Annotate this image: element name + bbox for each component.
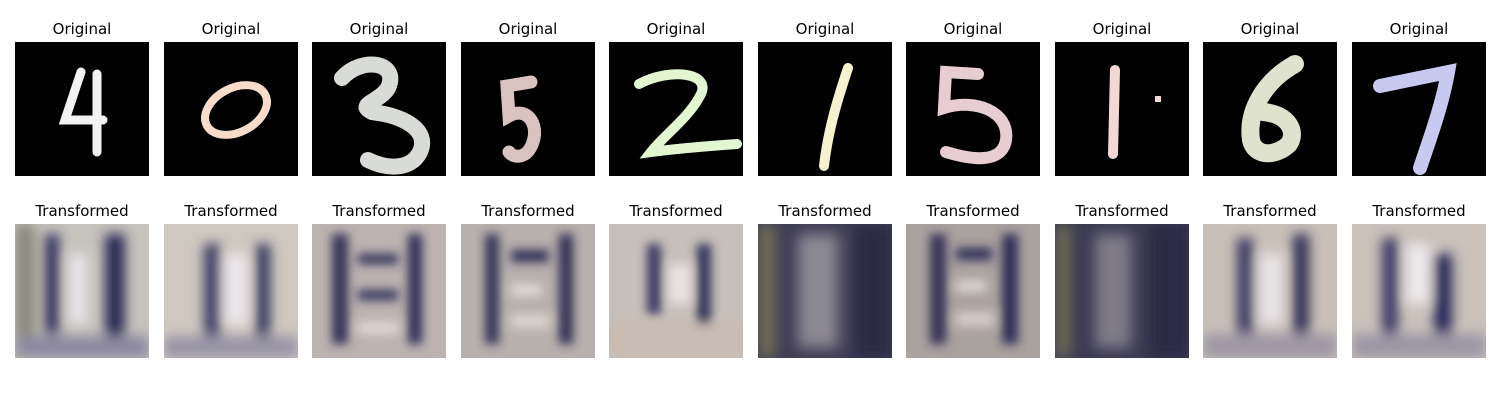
digit-5-image: [500, 75, 541, 163]
digit-image: [164, 42, 298, 176]
transformed-image: [758, 224, 892, 358]
panel-title: Original: [498, 20, 558, 38]
panel-title: Transformed: [1372, 202, 1466, 220]
panel-title: Transformed: [778, 202, 872, 220]
blurred-digit-image: [1352, 224, 1486, 358]
panel-title: Original: [1240, 20, 1300, 38]
panel-title: Transformed: [1223, 202, 1317, 220]
digit-image: [461, 42, 595, 176]
transformed-image: [1352, 224, 1486, 358]
panel-title: Original: [349, 20, 409, 38]
transformed-image: [164, 224, 298, 358]
blurred-digit-image: [1203, 224, 1337, 358]
blurred-digit-image: [906, 224, 1040, 358]
digit-image: [1203, 42, 1337, 176]
panel-title: Transformed: [184, 202, 278, 220]
blurred-digit-image: [312, 224, 446, 358]
transformed-image: [1203, 224, 1337, 358]
digit-0-image: [201, 81, 271, 139]
digit-image: [15, 42, 149, 176]
panel-title: Transformed: [332, 202, 426, 220]
digit-5-image: [937, 65, 1013, 165]
transformed-image: [609, 224, 743, 358]
digit-3-image: [334, 56, 430, 175]
digit-6-image: [1241, 55, 1304, 163]
panel-title: Original: [795, 20, 855, 38]
digit-1-image: [1108, 65, 1161, 159]
panel-title: Transformed: [629, 202, 723, 220]
panel-title: Transformed: [926, 202, 1020, 220]
transformed-image: [312, 224, 446, 358]
digit-image: [758, 42, 892, 176]
digit-image: [1352, 42, 1486, 176]
digit-image: [609, 42, 743, 176]
transformed-image: [906, 224, 1040, 358]
transformed-image: [461, 224, 595, 358]
digit-image: [1055, 42, 1189, 176]
panel-title: Original: [201, 20, 261, 38]
panel-title: Transformed: [1075, 202, 1169, 220]
digit-4-image: [58, 67, 108, 157]
blurred-digit-image: [758, 224, 892, 358]
transformed-image: [15, 224, 149, 358]
digit-image: [312, 42, 446, 176]
digit-7-image: [1373, 63, 1457, 175]
blurred-digit-image: [164, 224, 298, 358]
blurred-digit-image: [1055, 224, 1189, 358]
digit-1-image: [819, 63, 853, 171]
panel-title: Transformed: [481, 202, 575, 220]
panel-title: Original: [52, 20, 112, 38]
panel-title: Original: [943, 20, 1003, 38]
blurred-digit-image: [15, 224, 149, 358]
transformed-image: [1055, 224, 1189, 358]
blurred-digit-image: [609, 224, 743, 358]
digit-2-image: [634, 69, 742, 159]
panel-title: Transformed: [35, 202, 129, 220]
digit-image: [906, 42, 1040, 176]
panel-title: Original: [646, 20, 706, 38]
panel-title: Original: [1389, 20, 1449, 38]
panel-title: Original: [1092, 20, 1152, 38]
blurred-digit-image: [461, 224, 595, 358]
